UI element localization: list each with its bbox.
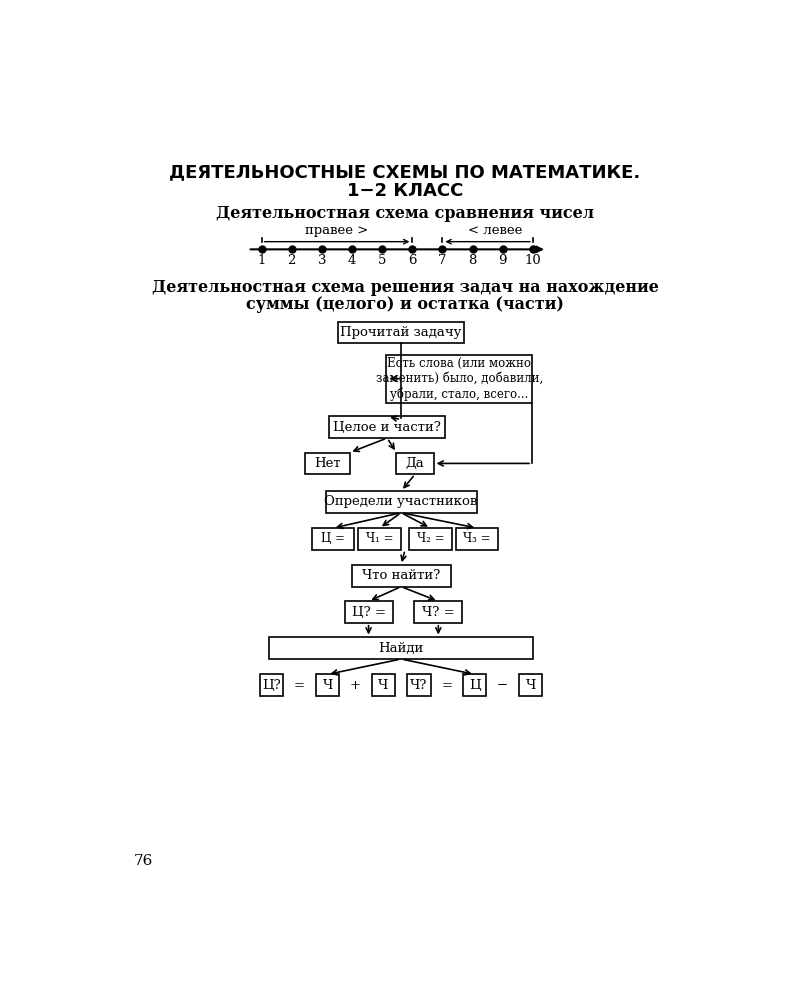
Text: Ч₂ =: Ч₂ = xyxy=(417,532,445,545)
Text: Ч: Ч xyxy=(525,679,536,692)
Text: Есть слова (или можно
заменить) было, добавили,
убрали, стало, всего...: Есть слова (или можно заменить) было, до… xyxy=(376,357,543,401)
Text: 1−2 КЛАСС: 1−2 КЛАСС xyxy=(346,182,464,200)
Bar xyxy=(270,637,533,659)
Text: =: = xyxy=(441,679,452,692)
Bar xyxy=(312,528,354,550)
Bar xyxy=(351,565,451,587)
Bar xyxy=(456,528,498,550)
Bar xyxy=(463,674,486,696)
Text: ДЕЯТЕЛЬНОСТНЫЕ СХЕМЫ ПО МАТЕМАТИКЕ.: ДЕЯТЕЛЬНОСТНЫЕ СХЕМЫ ПО МАТЕМАТИКЕ. xyxy=(169,163,641,181)
Text: Ц: Ц xyxy=(469,679,481,692)
Text: Ч?: Ч? xyxy=(411,679,428,692)
Text: 10: 10 xyxy=(524,254,541,267)
Text: Определи участников: Определи участников xyxy=(324,495,478,508)
Text: 6: 6 xyxy=(408,254,417,267)
Text: 5: 5 xyxy=(378,254,386,267)
Bar xyxy=(414,601,463,623)
Text: правее >: правее > xyxy=(305,224,369,237)
Bar xyxy=(345,601,392,623)
Bar xyxy=(372,674,395,696)
Text: Целое и части?: Целое и части? xyxy=(333,421,441,434)
Text: 2: 2 xyxy=(288,254,296,267)
Text: Ч? =: Ч? = xyxy=(422,606,455,619)
Text: Деятельностная схема решения задач на нахождение: Деятельностная схема решения задач на на… xyxy=(152,279,658,296)
Bar xyxy=(358,528,401,550)
Text: Ч₃ =: Ч₃ = xyxy=(464,532,491,545)
Text: Ц? =: Ц? = xyxy=(351,606,385,619)
Text: 4: 4 xyxy=(348,254,356,267)
Bar xyxy=(407,674,430,696)
Text: Ч: Ч xyxy=(378,679,388,692)
Text: Ц =: Ц = xyxy=(321,532,345,545)
Text: Прочитай задачу: Прочитай задачу xyxy=(340,326,462,339)
Bar xyxy=(339,322,464,343)
Text: Что найти?: Что найти? xyxy=(362,569,441,582)
Text: 7: 7 xyxy=(438,254,447,267)
Text: =: = xyxy=(294,679,305,692)
Text: Да: Да xyxy=(406,457,425,470)
Text: −: − xyxy=(497,679,508,692)
Bar xyxy=(396,453,433,474)
Text: < левее: < левее xyxy=(468,224,523,237)
Text: Ц?: Ц? xyxy=(263,679,281,692)
Text: Нет: Нет xyxy=(314,457,341,470)
Text: суммы (целого) и остатка (части): суммы (целого) и остатка (части) xyxy=(246,296,564,313)
Text: 9: 9 xyxy=(498,254,507,267)
Text: Деятельностная схема сравнения чисел: Деятельностная схема сравнения чисел xyxy=(216,205,594,222)
Bar xyxy=(329,416,445,438)
Bar xyxy=(386,355,532,403)
Bar xyxy=(326,491,477,513)
Text: Ч: Ч xyxy=(323,679,333,692)
Text: +: + xyxy=(350,679,361,692)
Bar xyxy=(305,453,350,474)
Text: 3: 3 xyxy=(318,254,326,267)
Text: 8: 8 xyxy=(468,254,477,267)
Bar xyxy=(316,674,339,696)
Text: 76: 76 xyxy=(134,854,153,868)
Text: Ч₁ =: Ч₁ = xyxy=(365,532,393,545)
Text: 1: 1 xyxy=(257,254,266,267)
Bar xyxy=(260,674,283,696)
Bar xyxy=(409,528,452,550)
Bar xyxy=(519,674,542,696)
Text: Найди: Найди xyxy=(379,642,424,655)
